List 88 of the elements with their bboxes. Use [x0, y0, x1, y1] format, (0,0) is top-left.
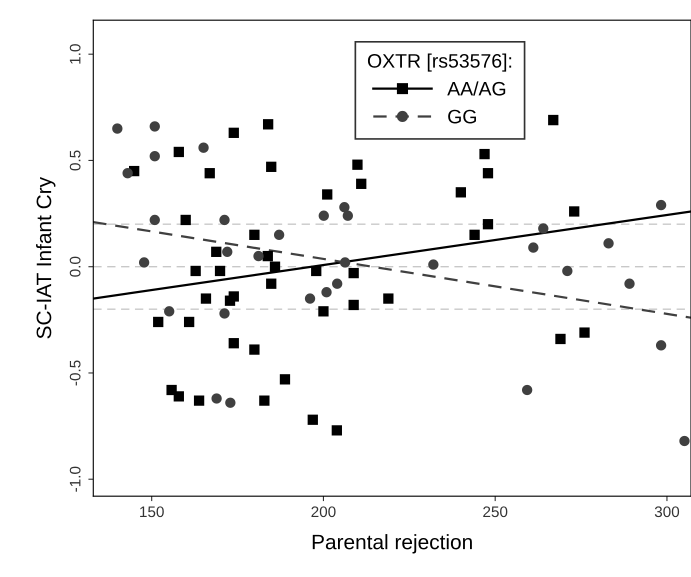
point [332, 278, 342, 289]
point [138, 257, 150, 268]
point [249, 230, 260, 240]
point [356, 178, 366, 189]
y-tick-label: 1.0 [70, 44, 81, 64]
point [174, 146, 184, 158]
point [228, 291, 239, 302]
point [228, 128, 239, 138]
point [211, 246, 222, 257]
legend-title: OXTR [rs53576]: [368, 53, 512, 72]
x-axis-title: Parental rejection [312, 534, 472, 554]
point [339, 202, 350, 212]
point [259, 395, 270, 406]
x-tick-label: 250 [483, 506, 508, 518]
x-tick-label: 200 [311, 506, 336, 518]
point [219, 214, 230, 226]
point [122, 168, 133, 178]
point [249, 344, 260, 355]
point [656, 340, 666, 350]
x-tick-label: 300 [654, 506, 680, 518]
point [456, 187, 466, 198]
point [679, 436, 690, 446]
point [222, 246, 232, 257]
y-axis-title: SC-IAT Infant Cry [36, 177, 56, 338]
point [266, 162, 276, 172]
point [482, 219, 494, 230]
point [340, 257, 350, 268]
point [219, 308, 230, 319]
point [274, 230, 284, 240]
point [180, 214, 191, 226]
point [262, 119, 274, 130]
point [482, 168, 494, 178]
point [228, 338, 239, 348]
point [262, 250, 273, 262]
point [469, 230, 480, 240]
point [204, 168, 215, 178]
point [522, 384, 532, 396]
point [150, 151, 160, 162]
point [579, 327, 590, 338]
point [150, 121, 160, 132]
point [174, 391, 184, 402]
y-tick-label: -0.5 [70, 360, 81, 386]
point [211, 393, 222, 404]
point [538, 223, 548, 234]
point [184, 316, 194, 328]
point [656, 200, 666, 210]
legend-label: AA/AG [447, 81, 506, 96]
point [164, 306, 174, 316]
point [112, 123, 122, 134]
point [225, 398, 236, 408]
point [280, 374, 290, 384]
point [569, 206, 580, 217]
point [266, 278, 276, 289]
point [311, 266, 322, 276]
point [562, 266, 572, 276]
point [624, 278, 635, 289]
point [603, 238, 614, 248]
point [318, 306, 329, 316]
point [383, 293, 394, 304]
point [479, 148, 490, 160]
point [198, 142, 209, 153]
point [348, 300, 359, 310]
point [321, 287, 332, 298]
point [270, 262, 280, 272]
point [342, 210, 353, 221]
x-tick-label: 150 [140, 506, 164, 518]
point [348, 268, 359, 278]
point [528, 242, 538, 253]
point [150, 214, 160, 226]
legend-label: GG [448, 110, 476, 124]
point [200, 293, 212, 304]
point [253, 250, 264, 262]
y-tick-label: 0.0 [70, 256, 81, 277]
y-tick-label: -1.0 [70, 466, 81, 492]
point [304, 293, 316, 304]
point [322, 189, 332, 200]
y-tick-label: 0.5 [70, 150, 81, 170]
point [352, 160, 363, 170]
point [332, 425, 342, 436]
point [153, 316, 164, 328]
point [548, 114, 558, 126]
point [428, 259, 439, 270]
point [194, 395, 204, 406]
point [318, 210, 329, 221]
point [190, 266, 201, 276]
point [555, 334, 566, 344]
point [214, 266, 226, 276]
point [308, 414, 318, 425]
